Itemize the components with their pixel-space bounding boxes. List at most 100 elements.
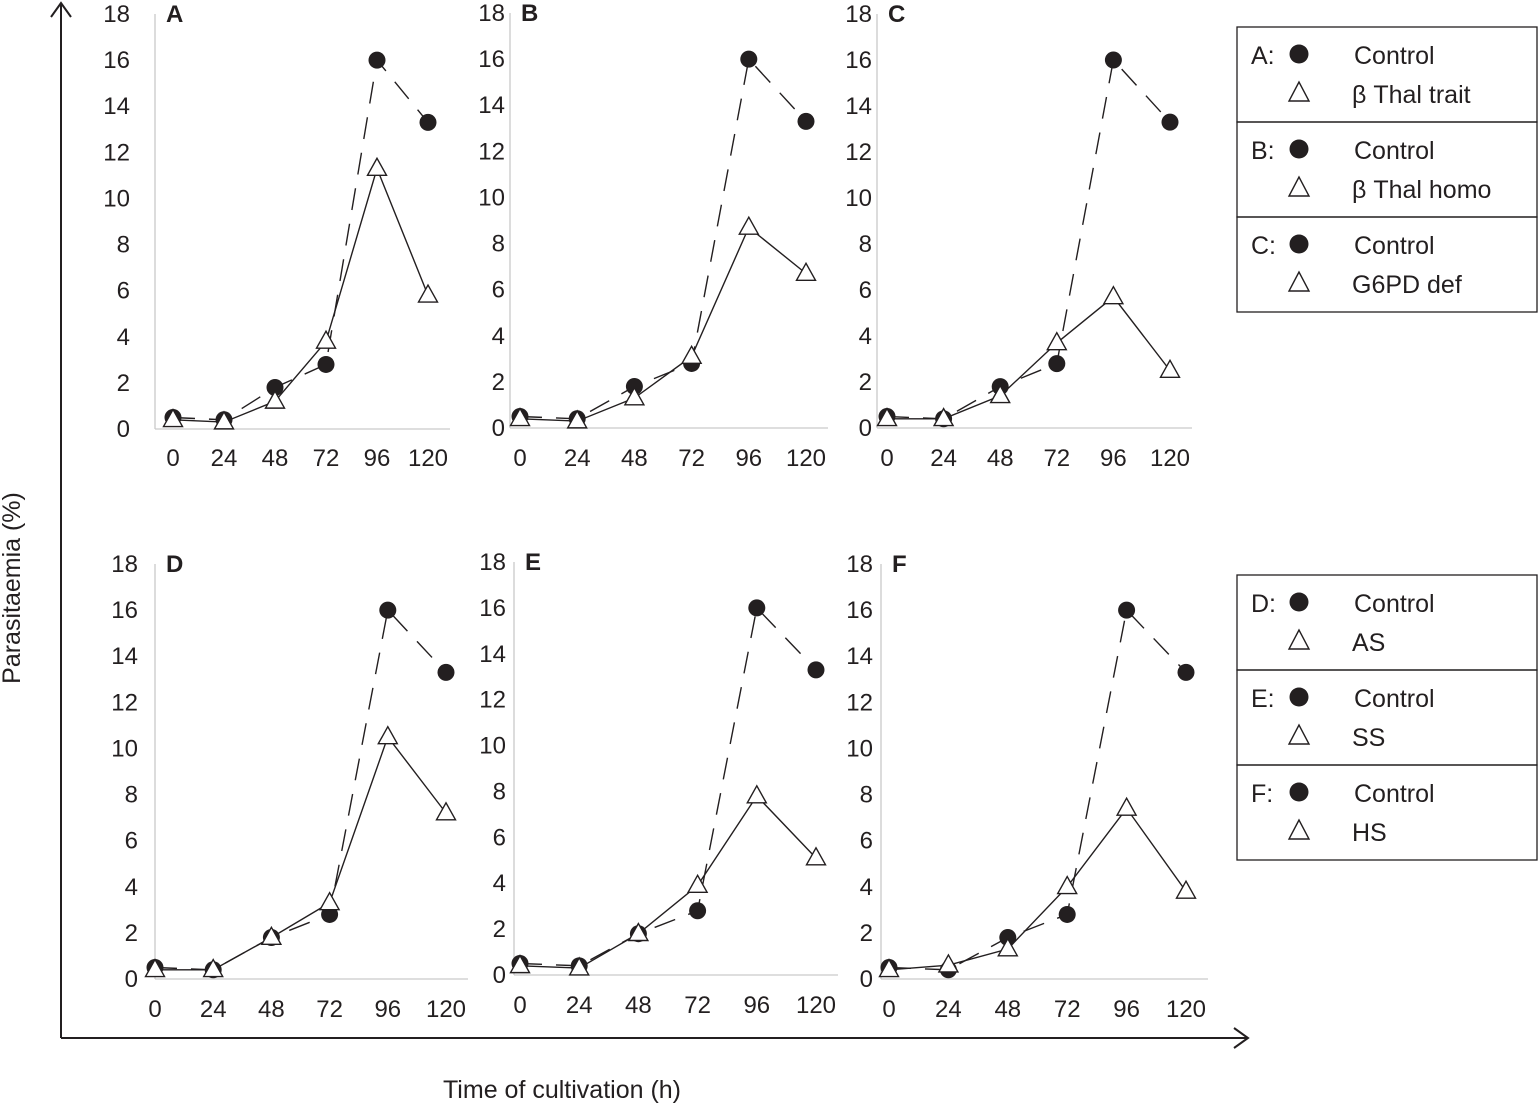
panel-letter: D — [166, 551, 183, 578]
y-tick-label: 12 — [845, 139, 872, 166]
series-line-test — [172, 166, 429, 423]
x-tick-label: 72 — [684, 992, 711, 1019]
x-tick-label: 96 — [735, 445, 762, 472]
data-point-test — [260, 925, 283, 945]
y-tick-label: 8 — [860, 782, 873, 809]
y-tick-label: 8 — [859, 231, 872, 258]
data-point-test — [318, 891, 341, 911]
data-point-test — [997, 937, 1019, 957]
series-line-control — [519, 606, 817, 967]
data-point-control — [748, 599, 766, 617]
x-tick-label: 0 — [513, 445, 526, 472]
legend-box-b: B: Control β Thal homo — [1236, 121, 1538, 218]
data-point-control — [740, 50, 758, 68]
legend-test-marker-icon — [1287, 628, 1311, 650]
figure-frame: Parasitaemia (%) Time of cultivation (h) — [0, 1, 1250, 1104]
y-tick-label: 14 — [845, 93, 872, 120]
legend-control-marker-icon — [1289, 44, 1309, 64]
y-tick-label: 6 — [493, 824, 506, 851]
y-tick-label: 18 — [478, 0, 505, 27]
legend-prefix: F: — [1251, 780, 1273, 808]
y-tick-label: 14 — [479, 641, 506, 668]
legend-test-label: β Thal trait — [1352, 81, 1471, 109]
x-tick-label: 120 — [1150, 445, 1190, 472]
legend-prefix: E: — [1251, 685, 1275, 713]
x-tick-label: 72 — [313, 445, 340, 472]
x-tick-label: 96 — [1100, 445, 1127, 472]
data-point-test — [1159, 358, 1181, 378]
y-tick-label: 16 — [845, 47, 872, 74]
legend-control-marker-icon — [1289, 234, 1309, 254]
y-tick-label: 12 — [846, 689, 873, 716]
panel-letter: A — [166, 1, 183, 28]
legend-prefix: C: — [1251, 232, 1276, 260]
legend-test-label: β Thal homo — [1352, 176, 1491, 204]
data-point-control — [1048, 355, 1066, 373]
y-tick-label: 0 — [492, 415, 505, 442]
panel-letter: F — [892, 551, 907, 578]
data-point-test — [435, 801, 457, 821]
legend-box-e: E: Control SS — [1236, 669, 1538, 766]
data-point-control — [1161, 113, 1179, 131]
x-tick-label: 24 — [930, 445, 957, 472]
legend-test-label: AS — [1352, 629, 1385, 657]
x-tick-label: 24 — [935, 996, 962, 1023]
y-tick-label: 4 — [493, 870, 506, 897]
data-point-control — [1104, 51, 1122, 69]
y-tick-label: 4 — [117, 324, 130, 351]
y-tick-label: 14 — [478, 92, 505, 119]
y-tick-label: 0 — [493, 962, 506, 989]
x-tick-label: 72 — [678, 445, 705, 472]
data-point-test — [417, 283, 439, 303]
y-tick-label: 12 — [103, 139, 130, 166]
panel-letter: B — [521, 0, 538, 27]
data-point-control — [437, 663, 455, 681]
data-point-test — [213, 410, 235, 430]
series-line-test — [887, 295, 1171, 420]
data-point-test — [202, 958, 224, 978]
data-point-test — [746, 784, 768, 804]
y-tick-label: 18 — [479, 549, 506, 576]
y-tick-label: 8 — [493, 778, 506, 805]
y-tick-label: 8 — [125, 782, 138, 809]
y-tick-label: 10 — [478, 184, 505, 211]
data-point-test — [1175, 879, 1197, 899]
data-point-test — [568, 956, 590, 976]
legend-boxes: A: Control β Thal trait B: Control β Thal hom… — [1236, 26, 1538, 861]
legend-box-a: A: Control β Thal trait — [1236, 26, 1538, 123]
y-tick-label: 12 — [111, 689, 138, 716]
series-line-test — [519, 226, 807, 422]
data-point-control — [317, 355, 335, 373]
x-tick-label: 96 — [364, 445, 391, 472]
data-point-test — [680, 344, 703, 365]
y-tick-label: 14 — [103, 93, 130, 120]
data-point-test — [795, 261, 817, 282]
data-point-test — [878, 958, 900, 978]
legend-box-d: D: Control AS — [1236, 574, 1538, 671]
legend-box-frame — [1236, 764, 1538, 861]
x-tick-label: 24 — [564, 445, 591, 472]
x-tick-label: 24 — [566, 992, 593, 1019]
series-line-control — [519, 57, 807, 420]
y-tick-label: 10 — [845, 185, 872, 212]
legend-control-label: Control — [1354, 232, 1435, 260]
legend-box-c: C: Control G6PD def — [1236, 216, 1538, 313]
x-tick-label: 120 — [408, 445, 448, 472]
data-point-control — [266, 379, 284, 396]
data-point-control — [689, 902, 707, 920]
figure-x-arrowhead-icon — [1233, 1027, 1250, 1049]
y-tick-label: 16 — [846, 597, 873, 624]
series-line-control — [886, 58, 1171, 420]
x-tick-label: 48 — [258, 996, 285, 1023]
x-tick-label: 120 — [796, 992, 836, 1019]
x-tick-label: 120 — [786, 445, 826, 472]
legend-control-marker-icon — [1289, 687, 1309, 707]
legend-control-marker-icon — [1289, 782, 1309, 802]
data-point-control — [419, 113, 437, 131]
y-tick-label: 16 — [111, 597, 138, 624]
y-tick-label: 6 — [859, 277, 872, 304]
y-tick-label: 18 — [845, 1, 872, 28]
y-tick-label: 2 — [125, 920, 138, 947]
data-point-test — [366, 156, 388, 176]
